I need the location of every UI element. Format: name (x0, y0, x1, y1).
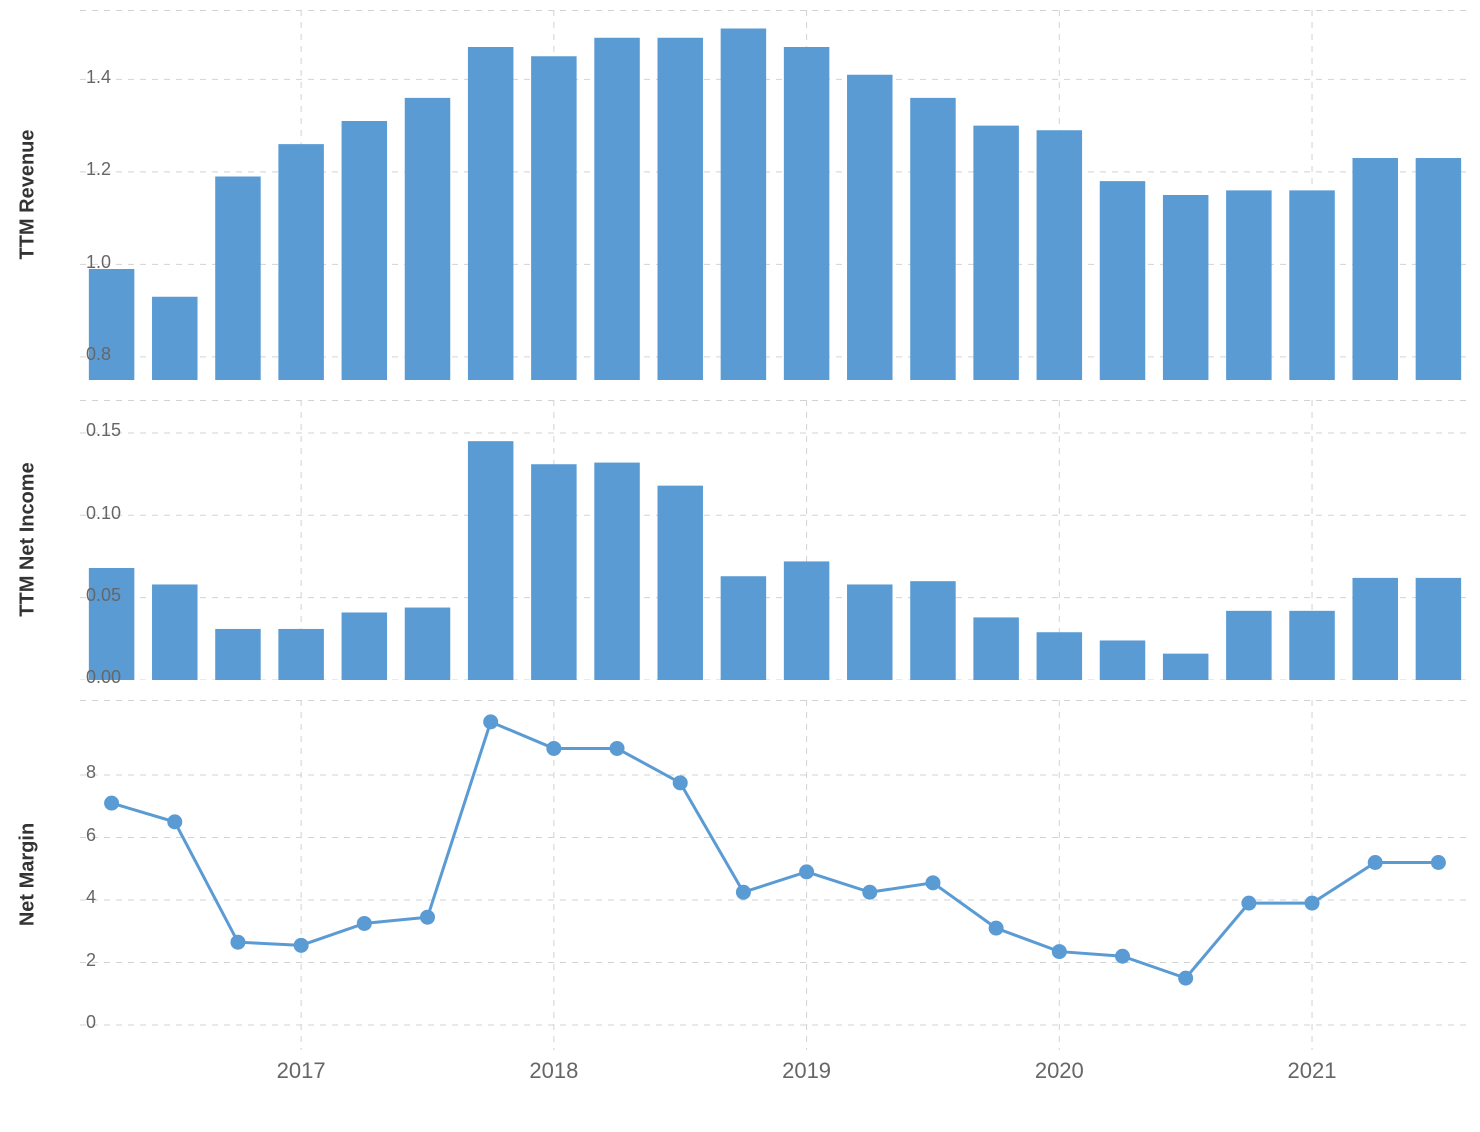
marker (1305, 896, 1319, 910)
bar (1416, 158, 1461, 380)
marker (673, 776, 687, 790)
marker (231, 935, 245, 949)
bar (657, 38, 702, 380)
bar (910, 98, 955, 380)
marker (736, 885, 750, 899)
bar (405, 98, 450, 380)
bar (657, 486, 702, 680)
panel-inc: TTM Net Income0.000.050.100.15 (0, 400, 1480, 680)
xtick-label: 2017 (277, 1058, 326, 1084)
panel-margin: Net Margin 0 2 4 6 8 (0, 700, 1480, 1050)
y-label-inc: TTM Net Income (17, 440, 40, 640)
bar (1037, 632, 1082, 680)
bar (910, 581, 955, 680)
bar (784, 561, 829, 680)
marker (1116, 949, 1130, 963)
bar (1226, 190, 1271, 380)
bar (1289, 190, 1334, 380)
ytick-rev: 1.4 (86, 67, 111, 88)
marker (989, 921, 1003, 935)
bar (847, 584, 892, 680)
marker (547, 741, 561, 755)
bar (152, 584, 197, 680)
marker (863, 885, 877, 899)
xtick-label: 2019 (782, 1058, 831, 1084)
bar (721, 576, 766, 680)
ytick-margin: 4 (86, 887, 96, 908)
bar (1352, 158, 1397, 380)
bar (1100, 640, 1145, 680)
marker (484, 715, 498, 729)
y-label-margin: Net Margin (17, 775, 40, 975)
marker (800, 865, 814, 879)
plot-margin (0, 700, 1480, 1050)
marker (1431, 856, 1445, 870)
bar (594, 38, 639, 380)
bar (1163, 195, 1208, 380)
bar (1289, 611, 1334, 680)
ytick-margin: 2 (86, 950, 96, 971)
bar (1352, 578, 1397, 680)
ytick-inc: 0.00 (86, 667, 121, 688)
bar (973, 126, 1018, 380)
ytick-inc: 0.05 (86, 585, 121, 606)
bar (152, 297, 197, 380)
xtick-label: 2020 (1035, 1058, 1084, 1084)
bar (215, 629, 260, 680)
marker (357, 916, 371, 930)
ytick-rev: 0.8 (86, 344, 111, 365)
bar (784, 47, 829, 380)
marker (421, 910, 435, 924)
plot-inc (0, 400, 1480, 680)
ytick-rev: 1.0 (86, 252, 111, 273)
bar (468, 441, 513, 680)
marker (610, 741, 624, 755)
bar (1100, 181, 1145, 380)
chart-container: TTM Revenue 0.8 1.0 1.2 1.4 TTM Net Income 0.0… (0, 0, 1480, 1132)
line-series (112, 722, 1439, 978)
marker (105, 796, 119, 810)
bar (847, 75, 892, 380)
bar (405, 608, 450, 680)
ytick-margin: 0 (86, 1012, 96, 1033)
ytick-margin: 8 (86, 762, 96, 783)
ytick-margin: 6 (86, 825, 96, 846)
bar (531, 464, 576, 680)
bar (531, 56, 576, 380)
marker (1179, 971, 1193, 985)
marker (168, 815, 182, 829)
bar (342, 121, 387, 380)
bar (278, 144, 323, 380)
bar (594, 463, 639, 680)
bar (1416, 578, 1461, 680)
plot-rev (0, 10, 1480, 380)
y-label-rev: TTM Revenue (17, 95, 40, 295)
bar (215, 177, 260, 381)
marker (1052, 945, 1066, 959)
marker (1368, 856, 1382, 870)
bar (1037, 130, 1082, 380)
ytick-rev: 1.2 (86, 159, 111, 180)
bar (1163, 654, 1208, 680)
bar (278, 629, 323, 680)
xtick-label: 2021 (1288, 1058, 1337, 1084)
bar (1226, 611, 1271, 680)
bar (721, 29, 766, 381)
panel-rev: TTM Revenue 0.8 1.0 1.2 1.4 (0, 10, 1480, 380)
marker (294, 938, 308, 952)
marker (926, 876, 940, 890)
ytick-inc: 0.10 (86, 503, 121, 524)
bar (342, 612, 387, 680)
ytick-inc: 0.15 (86, 420, 121, 441)
xtick-label: 2018 (529, 1058, 578, 1084)
bar (468, 47, 513, 380)
marker (1242, 896, 1256, 910)
bar (973, 617, 1018, 680)
